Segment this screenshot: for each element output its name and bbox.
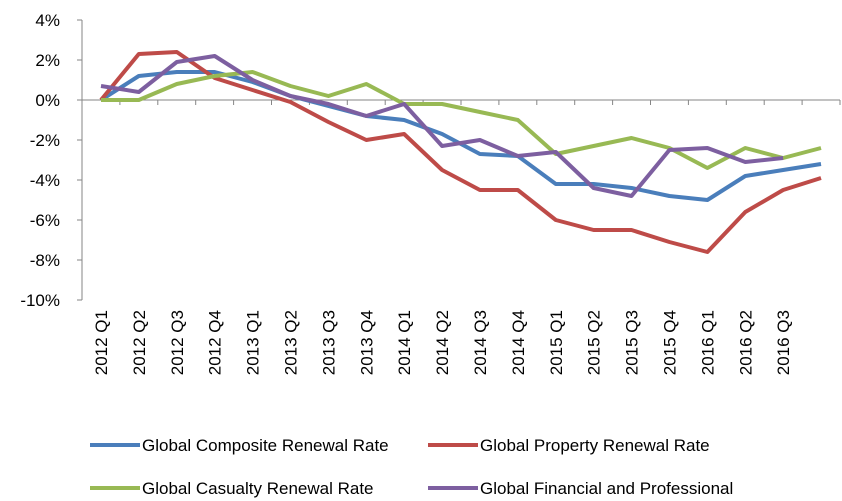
y-tick-label: -6% [30, 211, 60, 230]
x-tick-label: 2015 Q1 [547, 310, 566, 375]
y-tick-label: 4% [35, 11, 60, 30]
x-tick-label: 2012 Q3 [168, 310, 187, 375]
y-tick-label: 2% [35, 51, 60, 70]
x-tick-label: 2013 Q4 [357, 310, 376, 375]
legend-label: Global Composite Renewal Rate [142, 436, 389, 455]
x-tick-label: 2015 Q3 [623, 310, 642, 375]
y-tick-label: -4% [30, 171, 60, 190]
x-tick-label: 2013 Q2 [281, 310, 300, 375]
x-tick-label: 2012 Q1 [92, 310, 111, 375]
x-tick-label: 2016 Q1 [698, 310, 717, 375]
y-tick-label: -8% [30, 251, 60, 270]
series-line [100, 54, 784, 198]
legend-label: Global Financial and Professional [480, 479, 733, 498]
x-tick-label: 2012 Q2 [130, 310, 149, 375]
x-tick-label: 2016 Q3 [774, 310, 793, 375]
x-tick-label: 2012 Q4 [206, 310, 225, 375]
x-tick-label: 2014 Q2 [433, 310, 452, 375]
y-tick-label: -10% [20, 291, 60, 310]
x-tick-label: 2016 Q2 [736, 310, 755, 375]
legend-label: Global Property Renewal Rate [480, 436, 710, 455]
x-tick-label: 2013 Q3 [319, 310, 338, 375]
x-tick-label: 2014 Q1 [395, 310, 414, 375]
x-tick-label: 2015 Q4 [660, 310, 679, 375]
y-tick-label: -2% [30, 131, 60, 150]
x-tick-label: 2013 Q1 [244, 310, 263, 375]
x-tick-label: 2014 Q4 [509, 310, 528, 375]
series-line [99, 50, 822, 254]
x-tick-label: 2014 Q3 [471, 310, 490, 375]
series-line [101, 70, 822, 170]
x-tick-label: 2015 Q2 [585, 310, 604, 375]
y-tick-label: 0% [35, 91, 60, 110]
legend-label: Global Casualty Renewal Rate [142, 479, 374, 498]
